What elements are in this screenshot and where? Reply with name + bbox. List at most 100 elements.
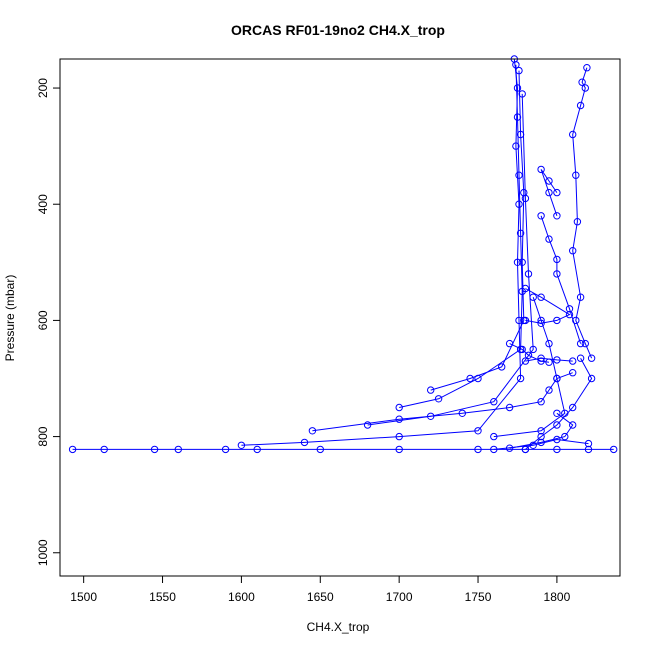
data-point — [553, 188, 561, 197]
data-point — [458, 409, 466, 417]
data-point — [569, 403, 577, 412]
data-point — [545, 188, 553, 197]
data-point — [569, 130, 577, 139]
data-point — [395, 415, 403, 423]
data-point — [521, 445, 530, 454]
data-point — [521, 194, 530, 203]
chart-title: ORCAS RF01-19no2 CH4.X_trop — [231, 22, 445, 38]
x-axis-label: CH4.X_trop — [307, 620, 370, 634]
data-point — [524, 351, 533, 359]
data-point — [569, 369, 577, 377]
data-point — [427, 386, 435, 394]
y-axis: 200 400 600 800 1000 — [36, 78, 60, 566]
x-tick-label: 1800 — [544, 590, 571, 604]
data-point — [569, 421, 577, 429]
data-point — [515, 200, 523, 208]
data-point — [537, 427, 545, 435]
series-line-10 — [540, 169, 558, 216]
data-point — [434, 395, 443, 403]
plot-frame — [59, 58, 621, 577]
x-tick-label: 1750 — [465, 590, 492, 604]
data-point — [68, 445, 77, 454]
data-point — [505, 339, 514, 348]
data-point — [395, 403, 403, 412]
data-point — [505, 444, 514, 452]
data-point — [576, 354, 585, 362]
data-point — [584, 445, 593, 454]
series-line-2 — [399, 64, 523, 408]
data-point — [513, 113, 522, 121]
data-point — [427, 412, 435, 420]
data-point — [521, 357, 530, 365]
data-point — [537, 165, 545, 174]
x-tick-label: 1500 — [70, 590, 97, 604]
data-point — [573, 218, 582, 226]
data-point — [537, 293, 545, 301]
y-tick-label: 1000 — [36, 539, 50, 566]
data-point — [553, 421, 561, 429]
data-point — [395, 432, 403, 441]
y-axis-label: Pressure (mbar) — [3, 275, 17, 362]
x-tick-label: 1650 — [307, 590, 334, 604]
data-point — [490, 432, 498, 441]
series-line-5 — [312, 372, 573, 432]
data-point — [576, 101, 585, 110]
data-point — [395, 445, 403, 454]
data-point — [565, 310, 574, 319]
series-line-7 — [572, 67, 593, 359]
data-point — [545, 177, 553, 185]
data-point — [583, 64, 591, 72]
data-point — [512, 142, 520, 150]
data-point — [587, 374, 596, 383]
data-point — [512, 61, 520, 69]
data-point — [578, 78, 586, 86]
data-point — [553, 356, 561, 364]
data-point — [513, 84, 522, 92]
y-tick-label: 200 — [36, 78, 50, 98]
data-point — [537, 398, 545, 406]
data-point — [316, 445, 324, 454]
data-point — [237, 441, 246, 449]
data-point — [466, 374, 474, 383]
data-point — [498, 363, 506, 371]
data-point — [518, 258, 526, 266]
data-point — [545, 235, 553, 243]
data-point — [553, 212, 561, 220]
data-point — [518, 345, 526, 354]
data-point — [561, 409, 569, 417]
data-point — [100, 445, 108, 454]
series-line-3 — [430, 70, 525, 391]
data-point — [537, 432, 545, 441]
data-point — [505, 403, 514, 412]
data-point — [529, 345, 537, 354]
data-point — [537, 212, 545, 220]
data-point — [529, 293, 537, 301]
plot-points — [68, 55, 618, 454]
data-point — [150, 445, 159, 454]
data-point — [576, 339, 585, 348]
data-point — [572, 171, 580, 179]
data-point — [537, 357, 545, 365]
data-point — [516, 229, 525, 238]
data-point — [610, 445, 618, 454]
y-tick-label: 800 — [36, 426, 50, 446]
data-point — [474, 427, 482, 435]
series-line-8 — [525, 357, 593, 450]
data-point — [553, 445, 561, 454]
x-tick-label: 1550 — [149, 590, 176, 604]
y-tick-label: 400 — [36, 194, 50, 214]
data-point — [363, 421, 372, 429]
data-point — [308, 427, 317, 435]
data-point — [553, 255, 561, 264]
data-point — [529, 441, 537, 449]
data-point — [553, 270, 561, 278]
data-point — [516, 374, 525, 383]
data-point — [174, 445, 183, 454]
data-point — [253, 445, 261, 454]
data-point — [553, 316, 561, 325]
data-point — [584, 439, 593, 448]
data-point — [537, 319, 545, 327]
x-tick-label: 1700 — [386, 590, 413, 604]
data-point — [545, 386, 553, 394]
